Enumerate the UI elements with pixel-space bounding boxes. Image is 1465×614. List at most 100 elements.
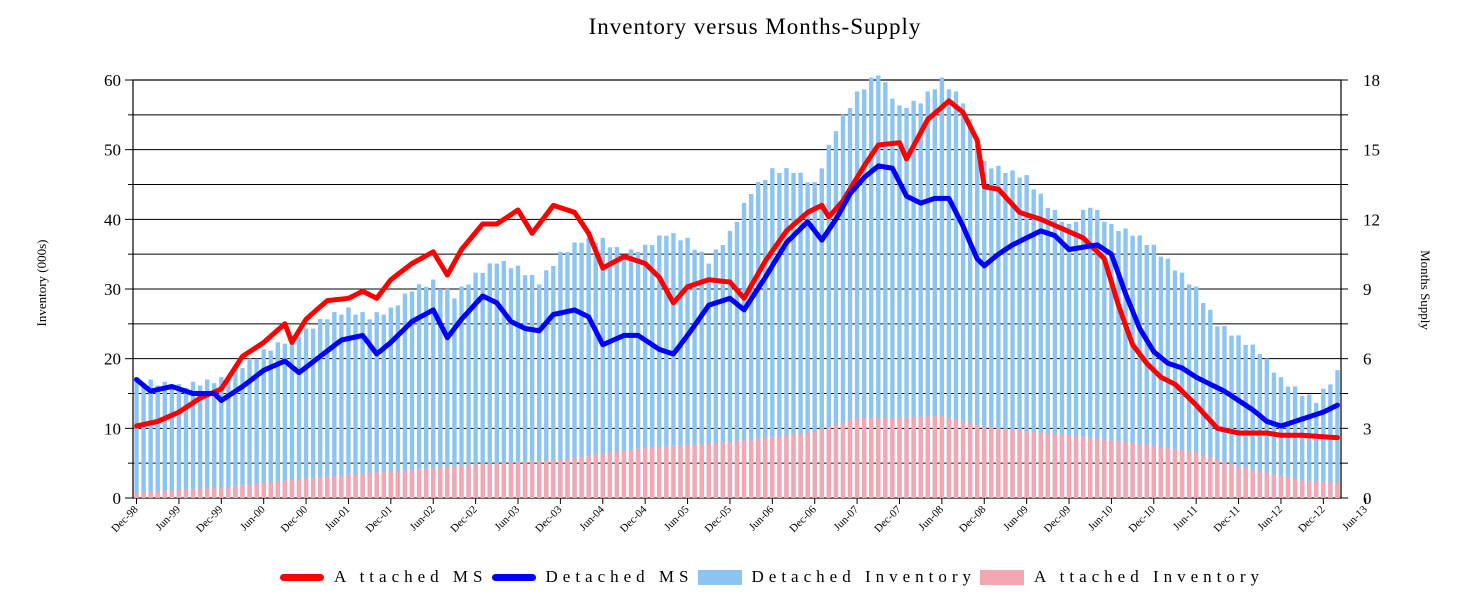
x-tick-label: Jun-04 xyxy=(577,503,607,533)
bar-attached-inventory xyxy=(402,470,408,498)
bar-detached-inventory xyxy=(784,168,789,498)
y-tick-label-left: 10 xyxy=(104,419,121,438)
bar-attached-inventory xyxy=(1095,438,1100,498)
bar-attached-inventory xyxy=(1292,478,1298,498)
bar-detached-inventory xyxy=(1144,244,1149,498)
bar-attached-inventory xyxy=(953,419,959,498)
x-tick-label: Jun-05 xyxy=(662,503,692,533)
bar-detached-inventory xyxy=(169,387,175,498)
y-tick-label-right: 9 xyxy=(1363,280,1372,299)
bar-detached-inventory xyxy=(282,343,288,498)
bar-attached-inventory xyxy=(826,427,832,498)
x-tick-label: Dec-06 xyxy=(787,503,819,535)
bar-attached-inventory xyxy=(770,437,775,498)
y-tick-label-right: 15 xyxy=(1363,141,1380,160)
bar-detached-inventory xyxy=(487,263,492,498)
bar-attached-inventory xyxy=(346,475,351,498)
bar-detached-inventory xyxy=(748,193,754,498)
bar-detached-inventory xyxy=(989,168,994,499)
bar-detached-inventory xyxy=(480,272,485,498)
bar-attached-inventory xyxy=(1165,448,1171,498)
bar-detached-inventory xyxy=(134,377,139,498)
bar-attached-inventory xyxy=(508,462,514,498)
bar-detached-inventory xyxy=(1243,344,1248,498)
bar-attached-inventory xyxy=(240,485,245,498)
bar-attached-inventory xyxy=(480,464,485,498)
bar-attached-inventory xyxy=(204,488,210,498)
bar-detached-inventory xyxy=(529,274,535,498)
bar-detached-inventory xyxy=(247,358,252,498)
bar-detached-inventory xyxy=(946,89,952,498)
x-tick-label: Jun-09 xyxy=(1001,503,1031,533)
x-tick-label: Dec-04 xyxy=(618,503,650,535)
bar-detached-inventory xyxy=(162,381,167,498)
bar-attached-inventory xyxy=(1201,455,1206,498)
bar-detached-inventory xyxy=(565,251,570,498)
bar-detached-inventory xyxy=(1257,354,1262,498)
bar-attached-inventory xyxy=(1271,474,1277,498)
y-tick-label-right: 18 xyxy=(1363,71,1380,90)
bar-detached-inventory xyxy=(572,242,577,498)
bar-attached-inventory xyxy=(657,446,662,498)
bar-attached-inventory xyxy=(219,487,224,498)
bar-attached-inventory xyxy=(713,443,718,498)
bar-detached-inventory xyxy=(508,268,514,498)
bar-detached-inventory xyxy=(551,265,556,498)
bar-detached-inventory xyxy=(1236,335,1241,498)
bar-attached-inventory xyxy=(1151,445,1156,498)
bar-attached-inventory xyxy=(558,459,563,498)
bar-attached-inventory xyxy=(1264,472,1270,498)
bar-detached-inventory xyxy=(734,221,740,498)
bar-attached-inventory xyxy=(409,469,415,498)
bar-detached-inventory xyxy=(1045,207,1051,499)
bar-detached-inventory xyxy=(1003,173,1008,498)
bar-attached-inventory xyxy=(134,492,139,498)
bar-attached-inventory xyxy=(416,469,422,498)
legend-swatch-detached-ms xyxy=(491,573,536,581)
bar-attached-inventory xyxy=(360,473,365,498)
bar-detached-inventory xyxy=(925,91,930,499)
bar-attached-inventory xyxy=(784,435,789,498)
bar-detached-inventory xyxy=(763,179,768,498)
legend-swatch-detached-inventory xyxy=(697,569,742,585)
bar-attached-inventory xyxy=(572,457,577,498)
bar-detached-inventory xyxy=(190,381,196,498)
bar-attached-inventory xyxy=(318,477,323,498)
bar-detached-inventory xyxy=(861,89,867,498)
bar-detached-inventory xyxy=(544,270,549,498)
bar-attached-inventory xyxy=(967,423,973,498)
bar-detached-inventory xyxy=(325,319,330,498)
bar-detached-inventory xyxy=(996,165,1001,499)
bar-detached-inventory xyxy=(1314,402,1319,498)
bar-attached-inventory xyxy=(296,479,302,498)
bar-detached-inventory xyxy=(819,168,824,499)
line-detached-ms xyxy=(134,163,1340,429)
bar-attached-inventory xyxy=(1109,440,1114,498)
bar-detached-inventory xyxy=(1137,235,1142,498)
bar-attached-inventory xyxy=(1278,475,1284,498)
bar-detached-inventory xyxy=(466,284,471,498)
x-tick-label: Dec-05 xyxy=(703,503,735,535)
bar-attached-inventory xyxy=(664,446,669,498)
bar-detached-inventory xyxy=(1179,272,1185,498)
bar-detached-inventory xyxy=(212,383,217,498)
legend-label-attached-ms: A ttached MS xyxy=(334,567,488,586)
bar-detached-inventory xyxy=(671,233,676,498)
bar-attached-inventory xyxy=(960,421,966,498)
bar-detached-inventory xyxy=(296,336,302,498)
bar-attached-inventory xyxy=(748,439,754,498)
y-tick-label-left: 40 xyxy=(104,210,121,229)
bar-detached-inventory xyxy=(494,263,500,498)
bar-detached-inventory xyxy=(1193,286,1199,498)
bar-attached-inventory xyxy=(635,448,641,498)
bar-attached-inventory xyxy=(197,488,203,498)
bar-detached-inventory xyxy=(1229,335,1234,498)
x-tick-label: Jun-08 xyxy=(916,503,946,533)
bar-detached-inventory xyxy=(261,349,266,498)
bar-detached-inventory xyxy=(176,384,182,498)
bar-attached-inventory xyxy=(537,460,542,498)
bar-attached-inventory xyxy=(1024,431,1029,498)
bar-attached-inventory xyxy=(628,449,634,498)
bar-attached-inventory xyxy=(847,420,853,498)
y-tick-label-left: 20 xyxy=(104,350,121,369)
